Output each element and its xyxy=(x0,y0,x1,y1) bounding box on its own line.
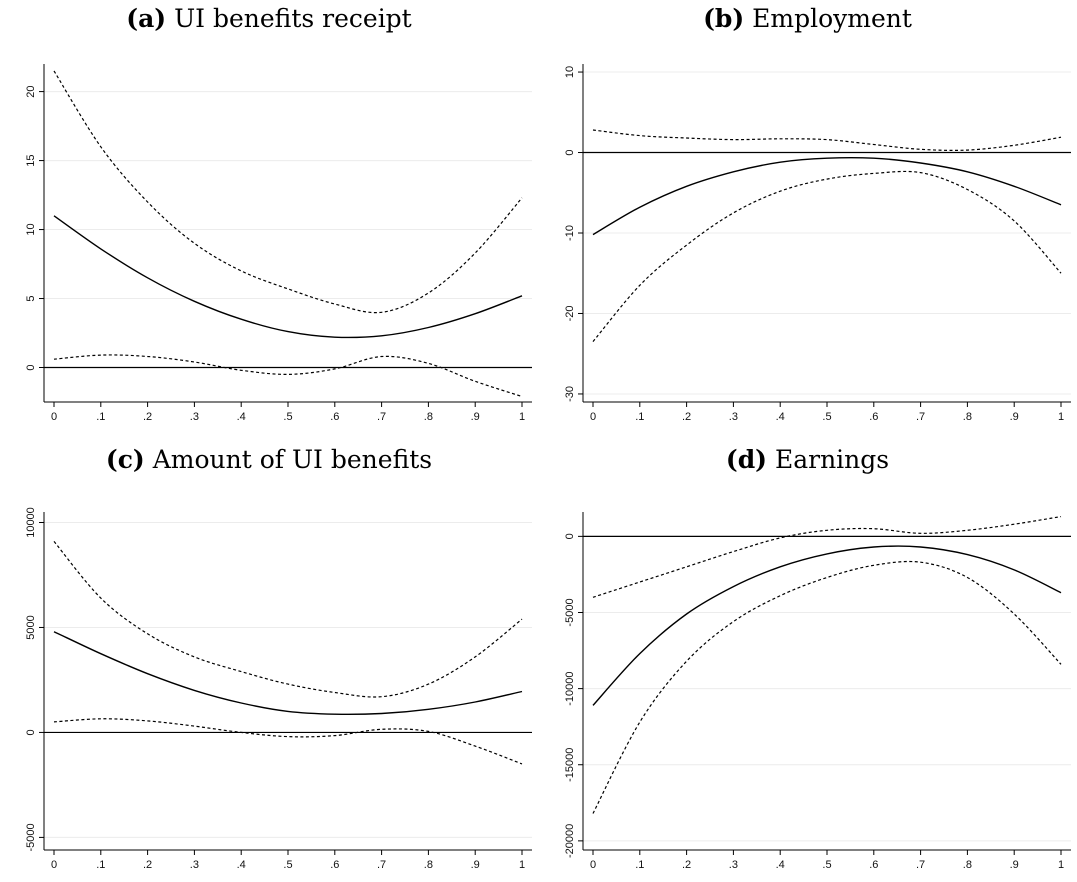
x-tick-label: .9 xyxy=(471,411,480,423)
confidence-band-line xyxy=(592,560,1062,814)
y-tick-label: 0 xyxy=(564,149,576,155)
x-tick-label: .7 xyxy=(377,411,386,423)
panel-d-title: (d) Earnings xyxy=(538,443,1077,477)
y-tick-label: 20 xyxy=(25,85,37,97)
y-tick-label: -30 xyxy=(564,386,576,402)
y-tick-label: 5000 xyxy=(25,615,37,639)
y-tick-label: 0 xyxy=(25,729,37,735)
x-tick-label: .8 xyxy=(963,859,972,871)
y-tick-label: -10000 xyxy=(564,671,576,705)
x-tick-label: .6 xyxy=(869,411,878,423)
panel-d-title-text: Earnings xyxy=(774,445,890,474)
panel-a-label: (a) xyxy=(126,4,167,33)
panel-b-title-text: Employment xyxy=(752,4,912,33)
x-tick-label: .1 xyxy=(96,859,105,871)
point-estimate-line xyxy=(592,545,1062,706)
x-tick-label: .6 xyxy=(869,859,878,871)
x-tick-label: .2 xyxy=(682,859,691,871)
x-tick-label: .5 xyxy=(283,411,292,423)
x-tick-label: .2 xyxy=(143,859,152,871)
x-tick-label: .6 xyxy=(330,859,339,871)
x-tick-label: 1 xyxy=(519,859,525,871)
x-tick-label: .5 xyxy=(822,411,831,423)
x-tick-label: .1 xyxy=(635,859,644,871)
confidence-band-line xyxy=(53,354,523,398)
x-tick-label: .3 xyxy=(190,411,199,423)
x-tick-label: .7 xyxy=(916,859,925,871)
x-tick-label: .8 xyxy=(424,411,433,423)
x-tick-label: .9 xyxy=(1010,411,1019,423)
panel-d: -20000 -15000 -10000 -5000 0 0 .1 .2 .3 .4 .5 .6 .7.… xyxy=(564,512,1071,871)
confidence-band-line xyxy=(592,516,1062,598)
x-tick-label: .6 xyxy=(330,411,339,423)
x-tick-label: 0 xyxy=(590,859,596,871)
panel-a-title: (a) UI benefits receipt xyxy=(0,2,538,36)
x-tick-label: .9 xyxy=(471,859,480,871)
x-tick-label: .4 xyxy=(237,859,246,871)
point-estimate-line xyxy=(592,156,1062,236)
y-tick-label: 10000 xyxy=(25,507,37,538)
y-tick-label: 10 xyxy=(564,66,576,78)
x-tick-label: .2 xyxy=(682,411,691,423)
x-tick-label: 0 xyxy=(51,859,57,871)
confidence-band-line xyxy=(592,170,1062,342)
x-tick-label: .8 xyxy=(963,411,972,423)
panel-b-label: (b) xyxy=(703,4,745,33)
panel-a: 0 5 10 15 20 0 .1 .2 .3 .4 .5 .6 .7 .8 .9 1 xyxy=(25,64,532,423)
panel-a-title-text: UI benefits receipt xyxy=(174,4,412,33)
panel-c-title: (c) Amount of UI benefits xyxy=(0,443,538,477)
panel-d-label: (d) xyxy=(725,445,768,474)
confidence-band-line xyxy=(53,541,523,698)
y-tick-label: -10 xyxy=(564,225,576,241)
panel-c-title-text: Amount of UI benefits xyxy=(152,445,433,474)
y-tick-label: -5000 xyxy=(25,823,37,851)
y-tick-label: -15000 xyxy=(564,748,576,782)
x-tick-label: .9 xyxy=(1010,859,1019,871)
x-tick-label: 1 xyxy=(1058,411,1064,423)
x-tick-label: .7 xyxy=(916,411,925,423)
x-tick-label: .4 xyxy=(237,411,246,423)
x-tick-label: .7 xyxy=(377,859,386,871)
x-tick-label: .5 xyxy=(822,859,831,871)
y-tick-label: -20000 xyxy=(564,824,576,858)
x-tick-label: .1 xyxy=(96,411,105,423)
point-estimate-line xyxy=(53,215,523,339)
confidence-band-line xyxy=(53,718,523,765)
x-tick-label: .3 xyxy=(190,859,199,871)
x-tick-label: 0 xyxy=(51,411,57,423)
point-estimate-line xyxy=(53,631,523,716)
y-tick-label: 10 xyxy=(25,223,37,235)
y-tick-label: 5 xyxy=(25,295,37,301)
panel-c: -5000 0 5000 10000 0 .1 .2 .3 .4 .5 .6 .7 .8 .9 1 xyxy=(25,507,532,871)
x-tick-label: .3 xyxy=(729,411,738,423)
x-tick-label: 1 xyxy=(519,411,525,423)
x-tick-label: .5 xyxy=(283,859,292,871)
x-tick-label: .1 xyxy=(635,411,644,423)
x-tick-label: .2 xyxy=(143,411,152,423)
y-tick-label: 15 xyxy=(25,154,37,166)
confidence-band-line xyxy=(592,129,1062,151)
y-tick-label: 0 xyxy=(564,533,576,539)
x-tick-label: 0 xyxy=(590,411,596,423)
y-tick-label: -20 xyxy=(564,306,576,322)
x-tick-label: .8 xyxy=(424,859,433,871)
confidence-band-line xyxy=(53,70,523,314)
panel-c-label: (c) xyxy=(105,445,145,474)
x-tick-label: 1 xyxy=(1058,859,1064,871)
panel-b: -30 -20 -10 0 10 0 .1 .2 .3 .4 .5 .6 .7 .8 .9 1 xyxy=(564,64,1071,423)
x-tick-label: .4 xyxy=(776,411,785,423)
y-tick-label: -5000 xyxy=(564,598,576,626)
x-tick-label: .3 xyxy=(729,859,738,871)
x-tick-label: .4 xyxy=(776,859,785,871)
panel-b-title: (b) Employment xyxy=(538,2,1077,36)
y-tick-label: 0 xyxy=(25,364,37,370)
